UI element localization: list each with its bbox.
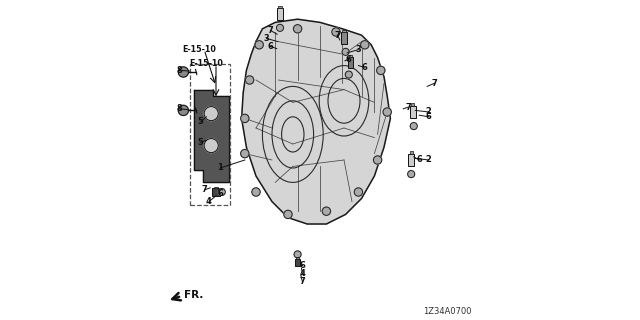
Circle shape: [408, 171, 415, 178]
Circle shape: [276, 24, 284, 31]
Circle shape: [241, 114, 249, 123]
Bar: [296, 258, 299, 259]
Text: 5: 5: [198, 117, 204, 126]
Text: 2: 2: [426, 108, 432, 116]
Text: 3: 3: [356, 45, 361, 54]
Bar: [410, 151, 413, 154]
Text: 4: 4: [206, 197, 212, 206]
Bar: [212, 188, 220, 196]
Circle shape: [241, 149, 249, 158]
Circle shape: [255, 41, 264, 49]
Text: 8: 8: [177, 66, 182, 75]
Bar: [340, 32, 347, 44]
Text: E-15-10: E-15-10: [189, 60, 223, 68]
Circle shape: [322, 207, 331, 215]
Circle shape: [346, 71, 352, 78]
Circle shape: [293, 25, 302, 33]
Circle shape: [218, 188, 225, 196]
Circle shape: [376, 66, 385, 75]
Bar: [295, 259, 301, 266]
Text: 1Z34A0700: 1Z34A0700: [424, 307, 472, 316]
Text: 6: 6: [416, 156, 422, 164]
Circle shape: [178, 67, 189, 77]
Circle shape: [342, 48, 349, 55]
Text: E-15-10: E-15-10: [182, 45, 216, 54]
Text: 7: 7: [432, 79, 437, 88]
Text: 6: 6: [268, 42, 273, 51]
Circle shape: [361, 41, 369, 49]
Circle shape: [204, 139, 218, 153]
Text: 7: 7: [300, 277, 305, 286]
Text: 2: 2: [426, 156, 432, 164]
Text: 3: 3: [264, 34, 269, 43]
Text: 7: 7: [405, 103, 411, 112]
Text: 1: 1: [217, 164, 223, 172]
Circle shape: [294, 251, 301, 258]
Circle shape: [410, 123, 417, 130]
Text: 7: 7: [202, 185, 207, 194]
Text: 6: 6: [217, 189, 223, 198]
Text: 5: 5: [198, 138, 204, 147]
Text: 7: 7: [335, 31, 340, 40]
Circle shape: [178, 105, 189, 116]
Text: 4: 4: [300, 269, 305, 278]
Bar: [278, 6, 282, 8]
Bar: [342, 30, 346, 32]
Circle shape: [355, 188, 362, 196]
Bar: [412, 103, 415, 106]
Bar: [277, 8, 284, 20]
Bar: [408, 154, 415, 166]
Text: 6: 6: [426, 112, 432, 121]
Text: 6: 6: [300, 261, 305, 270]
Bar: [410, 106, 416, 118]
Text: 6: 6: [361, 63, 367, 72]
Text: 8: 8: [177, 104, 182, 113]
Circle shape: [383, 108, 392, 116]
Text: FR.: FR.: [184, 290, 204, 300]
Bar: [349, 54, 352, 57]
Circle shape: [246, 76, 254, 84]
Circle shape: [332, 28, 340, 36]
Circle shape: [374, 156, 382, 164]
Bar: [348, 57, 353, 68]
Bar: [214, 187, 218, 188]
Polygon shape: [193, 90, 229, 182]
Circle shape: [252, 188, 260, 196]
Circle shape: [204, 107, 218, 121]
Circle shape: [284, 210, 292, 219]
Polygon shape: [242, 19, 390, 224]
Text: 6: 6: [346, 55, 352, 64]
Text: 7: 7: [268, 26, 273, 35]
